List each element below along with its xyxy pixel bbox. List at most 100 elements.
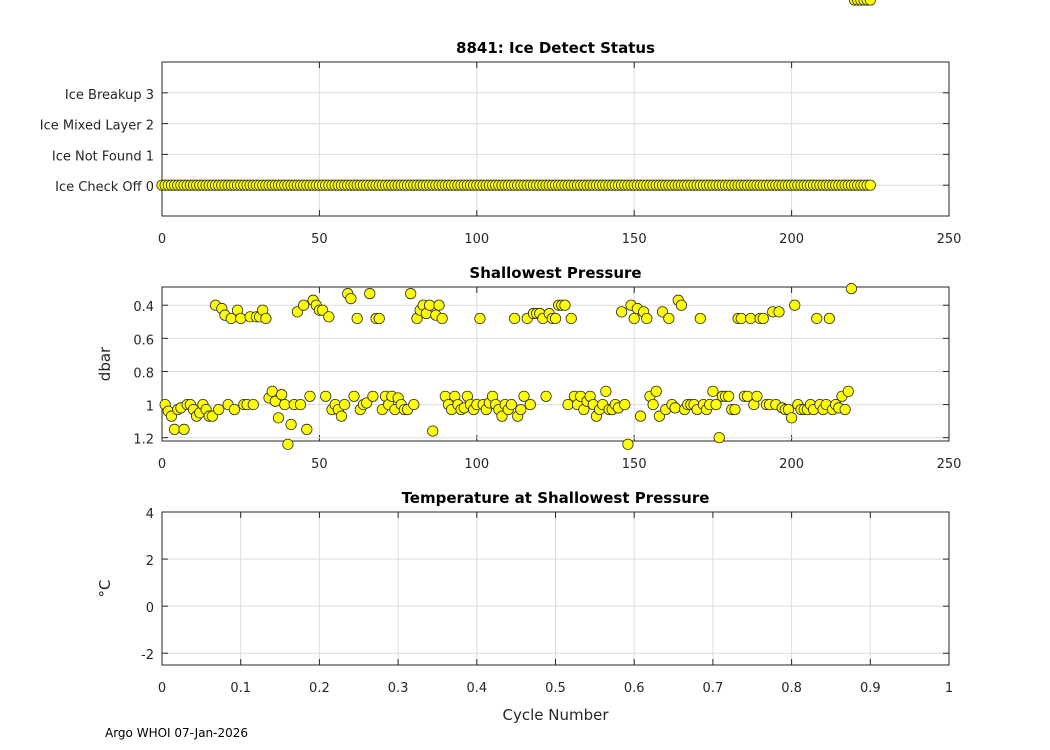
temp-xlabel: Cycle Number (502, 706, 609, 724)
ice-xtick-label: 100 (464, 232, 489, 247)
pres-data-point (505, 398, 518, 411)
pres-data-point (735, 312, 747, 325)
pres-ytick-label: 0.6 (133, 333, 154, 348)
pres-data-point (641, 312, 653, 325)
pres-data-point (675, 299, 688, 311)
pres-data-point (304, 390, 316, 402)
pres-xtick-label: 150 (622, 457, 647, 472)
pres-data-point (338, 398, 351, 411)
temp-xtick-label: 0.7 (703, 681, 724, 696)
pres-data-point (323, 311, 335, 323)
pres-data-point (751, 390, 763, 402)
ice-axes-border (161, 61, 950, 217)
pres-data-point (842, 385, 854, 397)
pres-data-point (757, 312, 769, 325)
pres-data-point (723, 390, 735, 402)
pres-data-point (272, 412, 285, 424)
pres-data-point (294, 398, 307, 411)
ice-ytick-label: Ice Mixed Layer 2 (40, 119, 154, 134)
pres-data-point (436, 312, 448, 325)
pres-data-point (823, 312, 835, 325)
ice-xtick-label: 250 (937, 232, 962, 247)
pres-axes-border (161, 286, 950, 442)
pres-ytick-label: 1 (146, 400, 154, 415)
temp-xtick-label: 0.3 (388, 681, 409, 696)
pres-xtick-label: 250 (937, 457, 962, 472)
pres-data-point (710, 398, 722, 411)
pres-data-point (423, 299, 436, 311)
pres-data-point (285, 418, 297, 431)
pres-data-point (745, 312, 757, 325)
pres-xtick-label: 50 (311, 457, 328, 472)
temp-xtick-label: 1 (945, 681, 953, 696)
ice-ytick-label: Ice Check Off 0 (55, 180, 154, 195)
pres-data-point (729, 403, 741, 416)
pres-data-point (518, 390, 530, 402)
footer-credit: Argo WHOI 07-Jan-2026 (105, 726, 249, 740)
ice-status-axes: 0 50 100 150 200 250 Ice Check Off 0 Ice Not Fo… (40, 39, 962, 247)
pres-ytick-label: 0.8 (133, 366, 154, 381)
pres-data-point (634, 410, 647, 422)
pres-data-point (789, 299, 801, 311)
pres-ylabel: dbar (96, 346, 114, 381)
temp-xtick-label: 0.9 (860, 681, 881, 696)
pres-data-point (348, 390, 360, 402)
pres-data-point (335, 410, 348, 422)
temp-xtick-label: 0.2 (309, 681, 330, 696)
temp-xtick-label: 0.8 (781, 681, 802, 696)
pres-ytick-label: 0.4 (133, 300, 154, 315)
pres-data-point (474, 312, 486, 325)
pres-data-point (785, 412, 798, 424)
ice-xtick-label: 150 (622, 232, 647, 247)
pres-data-point (260, 312, 272, 325)
pres-data-point (549, 312, 562, 325)
pres-data-point (565, 312, 577, 325)
pres-data-point (298, 299, 310, 311)
pres-data-point (864, 0, 876, 6)
temp-ytick-label: 0 (146, 601, 154, 616)
pres-data-point (713, 432, 725, 444)
pres-data-point (276, 389, 288, 401)
temp-xtick-label: 0.5 (545, 681, 566, 696)
ice-xtick-label: 200 (779, 232, 804, 247)
pres-data-point (619, 398, 631, 411)
pres-data-point (364, 288, 376, 300)
pres-data-point (694, 312, 706, 325)
ice-xtick-label: 0 (158, 232, 166, 247)
ice-xtick-label: 50 (311, 232, 328, 247)
pres-xtick-label: 200 (779, 457, 804, 472)
pres-data-point (650, 385, 662, 397)
temp-ytick-label: 2 (146, 554, 154, 569)
pres-data-point (301, 423, 313, 436)
temp-xtick-label: 0 (158, 681, 166, 696)
ice-plot-area (161, 61, 950, 217)
pres-data-point (839, 403, 851, 416)
pres-data-point (707, 385, 719, 397)
pres-data-point (279, 398, 291, 411)
pres-ytick-label: 1.2 (133, 433, 154, 448)
pres-data-point (508, 312, 521, 325)
pres-data-point (247, 398, 259, 411)
pres-xtick-label: 0 (158, 457, 166, 472)
pres-data-point (622, 438, 634, 450)
temp-xtick-label: 0.6 (624, 681, 645, 696)
pres-data-point (235, 312, 247, 325)
pres-data-point (178, 423, 190, 436)
pressure-axes: 0 50 100 150 200 250 0.4 0.6 0.8 1 1.2 Shallowest P… (96, 0, 961, 472)
ice-ytick-label: Ice Not Found 1 (52, 149, 154, 164)
temp-chart-title: Temperature at Shallowest Pressure (402, 489, 710, 507)
pres-data-point (845, 283, 858, 295)
pres-data-point (213, 403, 225, 416)
ice-ytick-label: Ice Breakup 3 (65, 88, 154, 103)
temp-ytick-label: -2 (141, 648, 154, 663)
pres-data-point (559, 299, 571, 311)
pres-data-point (351, 312, 363, 325)
pres-data-point (628, 312, 640, 325)
pres-data-point (600, 385, 612, 397)
temp-xtick-label: 0.1 (230, 681, 251, 696)
pres-data-point (811, 312, 823, 325)
pres-data-point (616, 306, 628, 318)
pres-data-point (282, 438, 294, 450)
pres-data-point (427, 425, 439, 437)
